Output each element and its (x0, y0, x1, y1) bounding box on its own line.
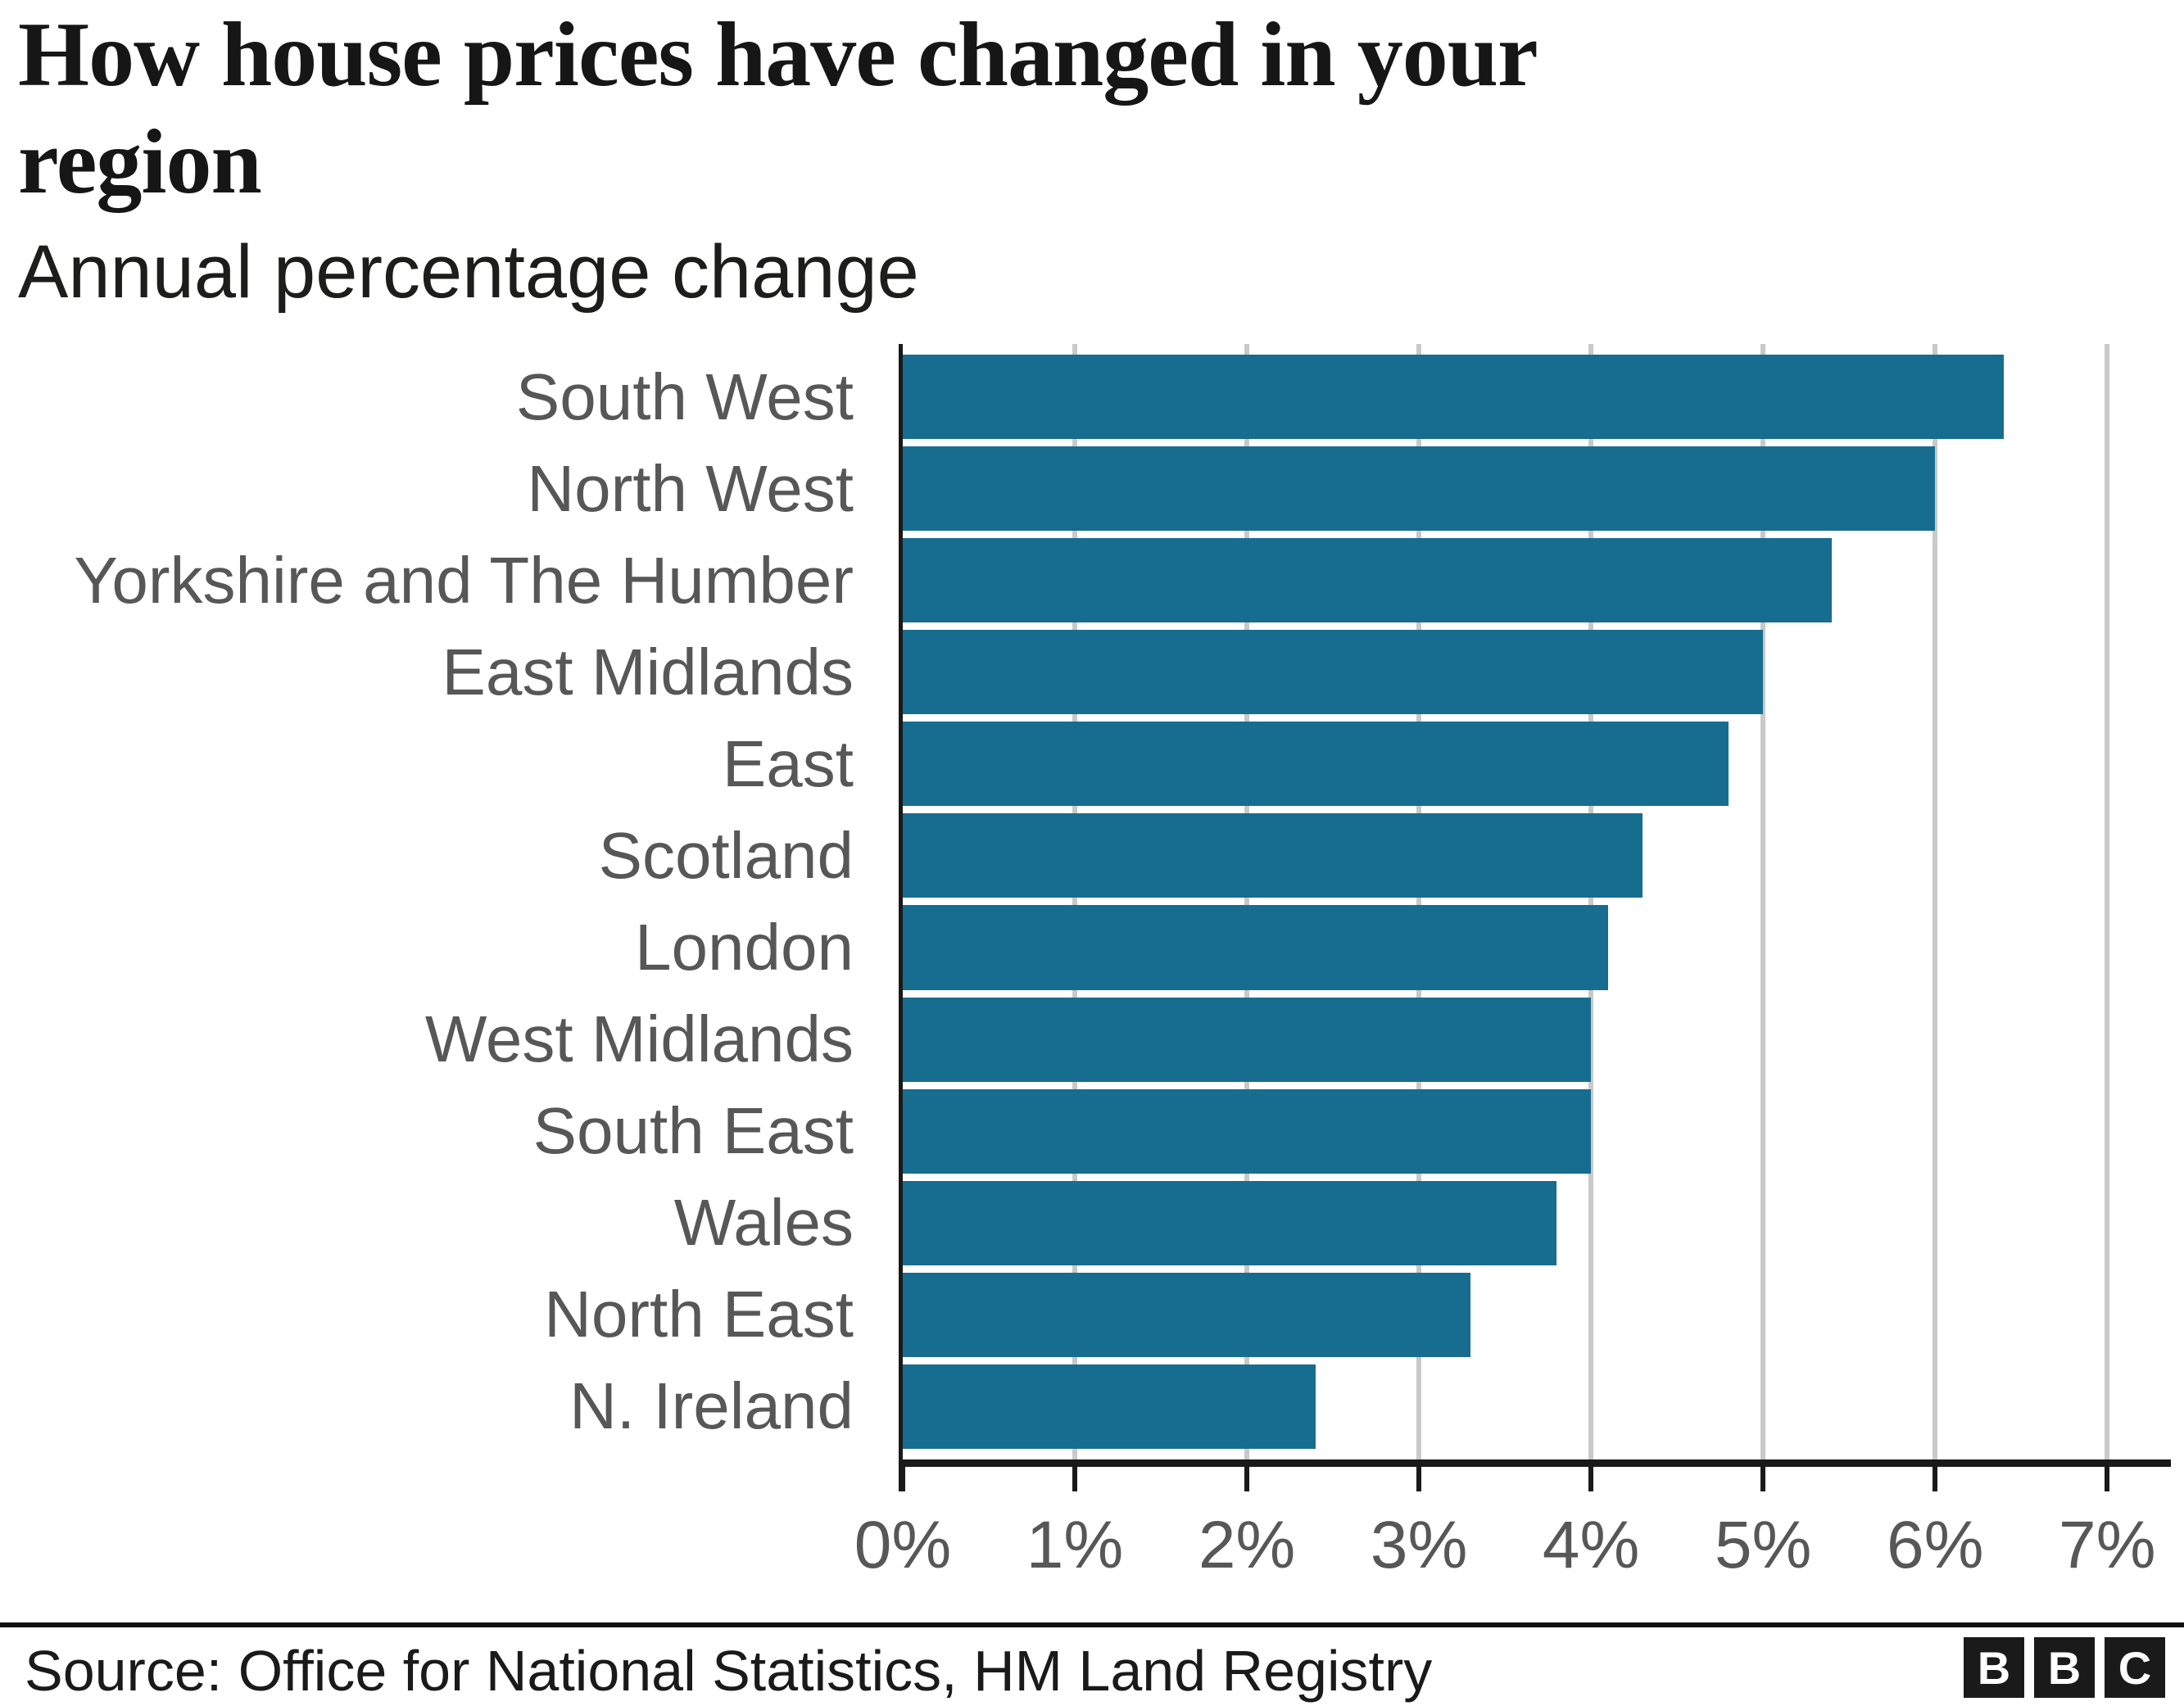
bar-south-east (903, 1088, 1592, 1174)
axis-tick-label: 7% (2059, 1508, 2156, 1582)
bar-west-midlands (903, 997, 1592, 1082)
gridline (1588, 344, 1594, 1459)
chart-title: How house prices have changed in your re… (18, 2, 1538, 216)
axis-tick-label: 2% (1198, 1508, 1296, 1582)
axis-tick-label: 3% (1370, 1508, 1468, 1582)
bar-row (903, 1272, 2171, 1357)
plot-area: 0% 1% 2% 3% 4% 5% 6% 7% (854, 344, 2171, 1582)
bar-east-midlands (903, 630, 1764, 715)
axis-tick (1244, 1467, 1250, 1491)
x-axis-line (899, 1459, 2171, 1467)
bar-london (903, 905, 1609, 990)
category-label: London (635, 911, 854, 984)
category-label: Yorkshire and The Humber (74, 543, 854, 617)
bar-row (903, 355, 2171, 440)
axis-tick-label: 4% (1542, 1508, 1640, 1582)
axis-tick-label: 5% (1714, 1508, 1812, 1582)
chart-title-line2: region (18, 111, 262, 213)
gridline (1760, 344, 1766, 1459)
category-label: Wales (673, 1186, 854, 1260)
bar-scotland (903, 813, 1643, 898)
category-label: North West (527, 451, 854, 525)
bar-row (903, 1088, 2171, 1174)
bar-row (903, 905, 2171, 990)
y-axis-line (899, 344, 903, 1491)
axis-tick-label: 1% (1026, 1508, 1124, 1582)
gridline (1416, 344, 1422, 1459)
gridline (1933, 344, 1938, 1459)
category-label: East (722, 726, 854, 800)
bar-n-ireland (903, 1364, 1316, 1449)
bar-wales (903, 1180, 1557, 1265)
category-label: N. Ireland (569, 1369, 854, 1443)
bar-north-west (903, 446, 1936, 532)
chart-subtitle: Annual percentage change (18, 230, 919, 314)
bar-north-east (903, 1272, 1471, 1357)
bar-row (903, 630, 2171, 715)
bar-row (903, 722, 2171, 807)
axis-tick-label: 0% (854, 1508, 952, 1582)
category-label: West Midlands (424, 1002, 854, 1076)
axis-tick-label: 6% (1886, 1508, 1984, 1582)
bar-row (903, 446, 2171, 532)
bbc-logo-block: B (1964, 1637, 2024, 1698)
bar-row (903, 538, 2171, 623)
gridline (1244, 344, 1250, 1459)
bar-row (903, 813, 2171, 898)
axis-tick (1760, 1467, 1766, 1491)
category-label: North East (544, 1278, 854, 1351)
footer-divider (0, 1622, 2184, 1627)
bar-chart: South West North West Yorkshire and The Hu… (0, 344, 2184, 1582)
bars-container (903, 344, 2171, 1459)
category-label: Scotland (598, 818, 854, 892)
axis-tick (1933, 1467, 1938, 1491)
bar-south-west (903, 355, 2005, 440)
gridline (1072, 344, 1078, 1459)
axis-tick (900, 1467, 905, 1491)
bbc-logo-block: C (2105, 1637, 2165, 1698)
category-label: South West (515, 360, 854, 433)
gridline (2105, 344, 2110, 1459)
bar-yorkshire-and-the-humber (903, 538, 1833, 623)
bbc-logo-block: B (2034, 1637, 2095, 1698)
axis-tick (1588, 1467, 1594, 1491)
bar-east (903, 722, 1729, 807)
bar-row (903, 1180, 2171, 1265)
y-axis-labels: South West North West Yorkshire and The Hu… (0, 344, 886, 1459)
axis-tick (1072, 1467, 1078, 1491)
source-text: Source: Office for National Statistics, … (25, 1639, 1433, 1703)
axis-tick (2105, 1467, 2110, 1491)
axis-tick (1416, 1467, 1422, 1491)
bar-row (903, 1364, 2171, 1449)
chart-title-line1: How house prices have changed in your (18, 4, 1538, 106)
category-label: South East (532, 1094, 854, 1168)
bar-row (903, 997, 2171, 1082)
category-label: East Midlands (442, 635, 854, 708)
